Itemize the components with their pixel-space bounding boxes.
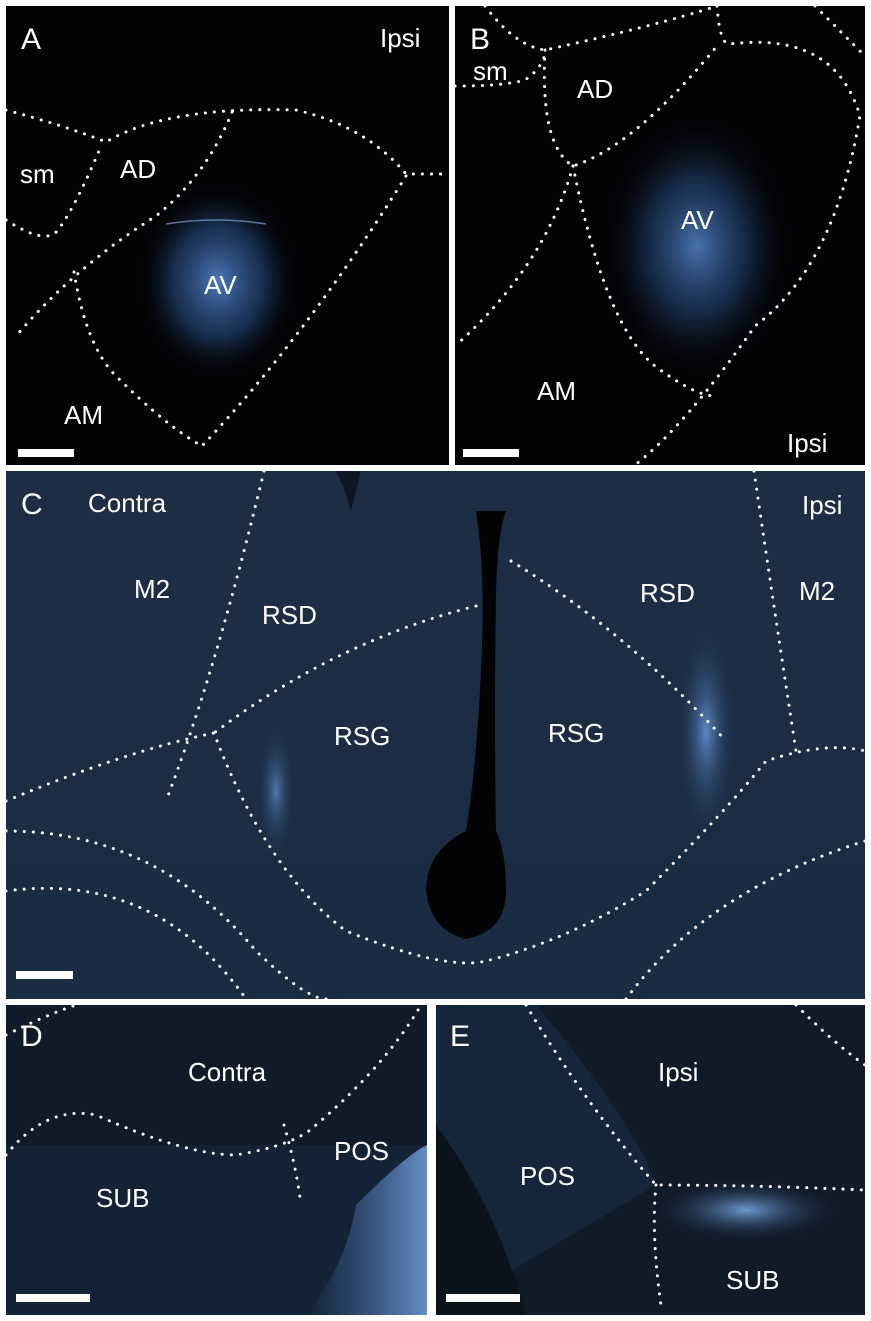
panel-b: B sm AD AV AM Ipsi: [455, 6, 865, 465]
panel-b-scale-bar: [463, 449, 519, 457]
panel-a-av-label: AV: [204, 270, 237, 300]
panel-e-sub-label: SUB: [726, 1265, 780, 1295]
panel-e-ipsi-label: Ipsi: [658, 1057, 699, 1087]
panel-d-contra-label: Contra: [188, 1057, 267, 1087]
panel-a-letter: A: [21, 23, 42, 56]
panel-e-micrograph: [436, 1005, 865, 1315]
panel-e: E Ipsi POS SUB: [436, 1005, 865, 1315]
panel-c: C Contra Ipsi M2 M2 RSD RSD RSG RSG: [6, 471, 865, 999]
panel-d-sub-label: SUB: [96, 1183, 150, 1213]
panel-a: A Ipsi sm AD AV AM: [6, 6, 449, 465]
panel-c-contra-label: Contra: [88, 488, 167, 518]
panel-b-sm-label: sm: [473, 56, 508, 86]
panel-e-pos-label: POS: [520, 1161, 575, 1191]
panel-a-am-label: AM: [64, 400, 103, 430]
panel-b-am-label: AM: [537, 376, 576, 406]
panel-d-pos-label: POS: [334, 1136, 389, 1166]
panel-b-av-label: AV: [681, 205, 714, 235]
panel-c-rsd-right-label: RSD: [640, 578, 695, 608]
panel-d: D Contra POS SUB: [6, 1005, 427, 1315]
panel-b-letter: B: [470, 23, 491, 56]
panel-c-rsd-left-label: RSD: [262, 600, 317, 630]
panel-c-micrograph: [6, 471, 865, 999]
panel-d-letter: D: [21, 1020, 43, 1053]
panel-c-rsg-right-label: RSG: [548, 718, 605, 748]
panel-c-rsg-left-label: RSG: [334, 721, 391, 751]
panel-c-letter: C: [21, 488, 43, 521]
panel-a-ipsi-label: Ipsi: [380, 23, 421, 53]
panel-e-letter: E: [450, 1020, 471, 1053]
panel-a-ad-label: AD: [120, 154, 157, 184]
panel-b-micrograph: [455, 6, 865, 465]
panel-d-micrograph: [6, 1005, 427, 1315]
panel-a-scale-bar: [18, 449, 74, 457]
panel-c-scale-bar: [16, 971, 73, 979]
panel-e-scale-bar: [446, 1294, 520, 1302]
panel-a-micrograph: [6, 6, 449, 465]
panel-c-ipsi-label: Ipsi: [802, 490, 843, 520]
panel-c-m2-left-label: M2: [134, 574, 171, 604]
panel-d-scale-bar: [16, 1294, 90, 1302]
panel-a-sm-label: sm: [20, 159, 55, 189]
panel-b-ipsi-label: Ipsi: [787, 428, 828, 458]
panel-c-m2-right-label: M2: [799, 576, 836, 606]
panel-b-ad-label: AD: [577, 74, 614, 104]
